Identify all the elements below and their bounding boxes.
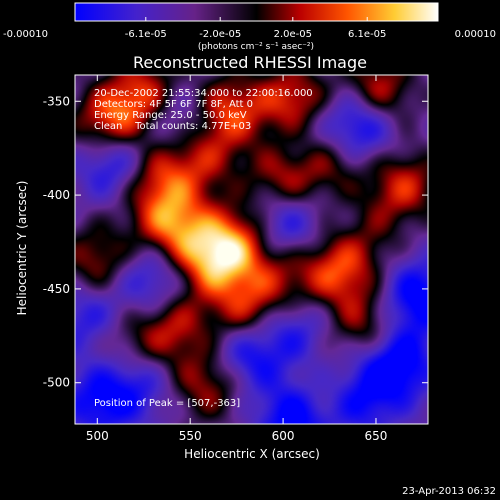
- x-tick-label: 550: [179, 429, 202, 443]
- colorbar-tick-label: -0.00010: [3, 29, 48, 40]
- colorbar-tick-label: 0.00010: [455, 29, 496, 40]
- colorbar-tick-label: -6.1e-05: [125, 29, 167, 40]
- colorbar: -0.00010 -6.1e-05 -2.0e-05 2.0e-05 6.1e-05 0.…: [3, 2, 496, 52]
- y-axis: -350 -400 -450 -500: [43, 94, 428, 390]
- y-tick-label: -400: [43, 188, 70, 202]
- plot-frame: [74, 74, 429, 425]
- colorbar-tick-label: -2.0e-05: [199, 29, 241, 40]
- colorbar-tick-label: 6.1e-05: [348, 29, 386, 40]
- x-tick-label: 600: [272, 429, 295, 443]
- y-tick-label: -350: [43, 94, 70, 108]
- colorbar-gradient: [74, 2, 439, 22]
- annotation-energy: Energy Range: 25.0 - 50.0 keV: [94, 110, 247, 121]
- annotation-clean: Clean Total counts: 4.77E+03: [94, 121, 251, 132]
- annotation-detectors: Detectors: 4F 5F 6F 7F 8F, Att 0: [94, 99, 253, 110]
- heatmap-image: [75, 75, 428, 424]
- plot-area: 500 550 600 650 -350 -400 -450 -500: [43, 74, 429, 443]
- x-tick-label: 500: [86, 429, 109, 443]
- y-tick-label: -450: [43, 282, 70, 296]
- x-axis-label: Heliocentric X (arcsec): [184, 447, 320, 461]
- y-tick-label: -500: [43, 376, 70, 390]
- x-tick-label: 650: [365, 429, 388, 443]
- colorbar-units: (photons cm⁻² s⁻¹ asec⁻²): [198, 42, 314, 52]
- x-axis: 500 550 600 650: [86, 75, 388, 443]
- chart-title: Reconstructed RHESSI Image: [133, 53, 367, 72]
- annotation-peak: Position of Peak = [507,-363]: [94, 398, 240, 409]
- annotation-time-range: 20-Dec-2002 21:55:34.000 to 22:00:16.000: [94, 88, 313, 99]
- colorbar-ticks: -0.00010 -6.1e-05 -2.0e-05 2.0e-05 6.1e-05 0.…: [3, 17, 496, 40]
- y-axis-label: Heliocentric Y (arcsec): [15, 181, 29, 316]
- colorbar-tick-label: 2.0e-05: [274, 29, 312, 40]
- footer-date: 23-Apr-2013 06:32: [402, 486, 496, 497]
- annotations: 20-Dec-2002 21:55:34.000 to 22:00:16.000…: [94, 88, 313, 409]
